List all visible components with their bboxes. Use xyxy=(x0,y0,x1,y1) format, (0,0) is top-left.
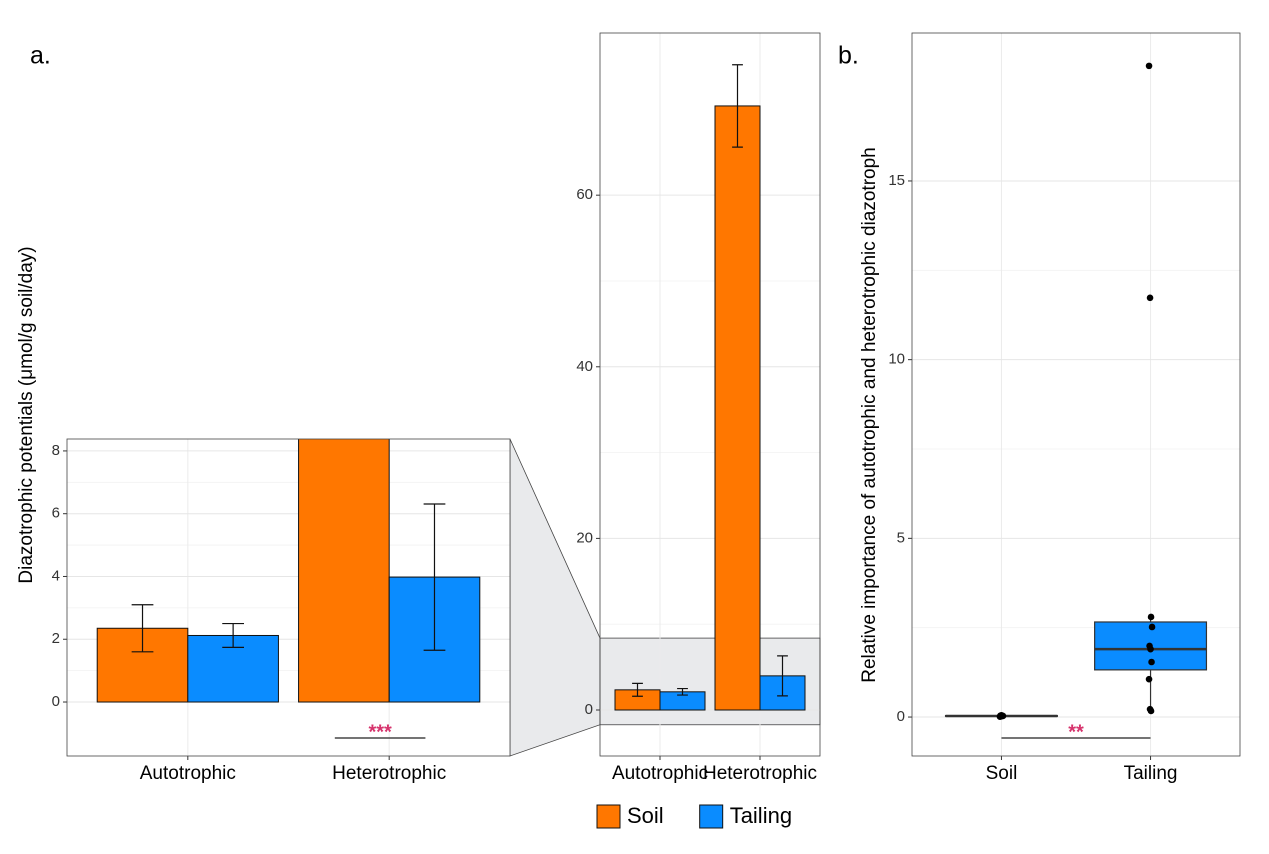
x-tick-label: Heterotrophic xyxy=(332,763,446,784)
error-bar xyxy=(131,604,154,653)
x-tick-label: Soil xyxy=(986,763,1018,784)
point xyxy=(1147,613,1155,621)
point xyxy=(1146,294,1154,302)
y-tick-label: 0 xyxy=(52,693,60,710)
point xyxy=(1147,707,1155,715)
x-tick-label: Autotrophic xyxy=(140,763,236,784)
point xyxy=(1145,675,1153,683)
y-axis-label: Relative importance of autotrophic and h… xyxy=(859,147,880,683)
x-tick-label: Autotrophic xyxy=(612,763,708,784)
error-bar xyxy=(222,622,244,649)
point xyxy=(1147,645,1154,653)
marks xyxy=(944,62,1208,720)
legend-label: Tailing xyxy=(730,803,792,828)
y-tick-label: 10 xyxy=(888,351,905,368)
legend-swatch xyxy=(596,804,621,829)
panel-label: b. xyxy=(838,42,859,70)
y-tick-label: 60 xyxy=(576,186,593,203)
significance-label: *** xyxy=(368,721,392,743)
y-tick-label: 40 xyxy=(576,358,593,375)
y-tick-label: 4 xyxy=(52,567,60,584)
x-tick-label: Heterotrophic xyxy=(703,763,817,784)
panel-label: a. xyxy=(30,42,51,70)
error-bar xyxy=(677,687,688,696)
point xyxy=(1148,658,1155,666)
error-bar xyxy=(732,64,743,148)
x-tick-label: Tailing xyxy=(1124,763,1178,784)
y-tick-label: 5 xyxy=(897,529,905,546)
panel-border xyxy=(66,438,511,757)
marks xyxy=(614,64,806,711)
error-bar xyxy=(777,655,788,697)
y-tick-label: 6 xyxy=(52,505,60,522)
panel-border xyxy=(599,32,821,757)
y-tick-label: 15 xyxy=(888,172,905,189)
legend-swatch xyxy=(699,804,724,829)
bar xyxy=(714,105,761,711)
y-tick-label: 8 xyxy=(52,442,60,459)
y-tick-label: 0 xyxy=(585,701,593,718)
legend-label: Soil xyxy=(627,803,664,828)
point xyxy=(998,711,1005,719)
y-tick-label: 20 xyxy=(576,529,593,546)
bar xyxy=(298,439,390,703)
marks xyxy=(96,439,481,703)
plot-panel xyxy=(599,33,821,756)
y-tick-label: 0 xyxy=(897,708,905,725)
point xyxy=(1148,623,1156,631)
y-tick-label: 2 xyxy=(52,630,60,647)
panel-background xyxy=(600,33,820,756)
y-axis-label: Diazotrophic potentials (μmol/g soil/day… xyxy=(16,246,37,583)
point xyxy=(1145,62,1153,70)
panel-border xyxy=(911,32,1241,757)
error-bar xyxy=(423,503,446,651)
significance-label: ** xyxy=(1068,721,1084,743)
error-bar xyxy=(632,682,643,697)
